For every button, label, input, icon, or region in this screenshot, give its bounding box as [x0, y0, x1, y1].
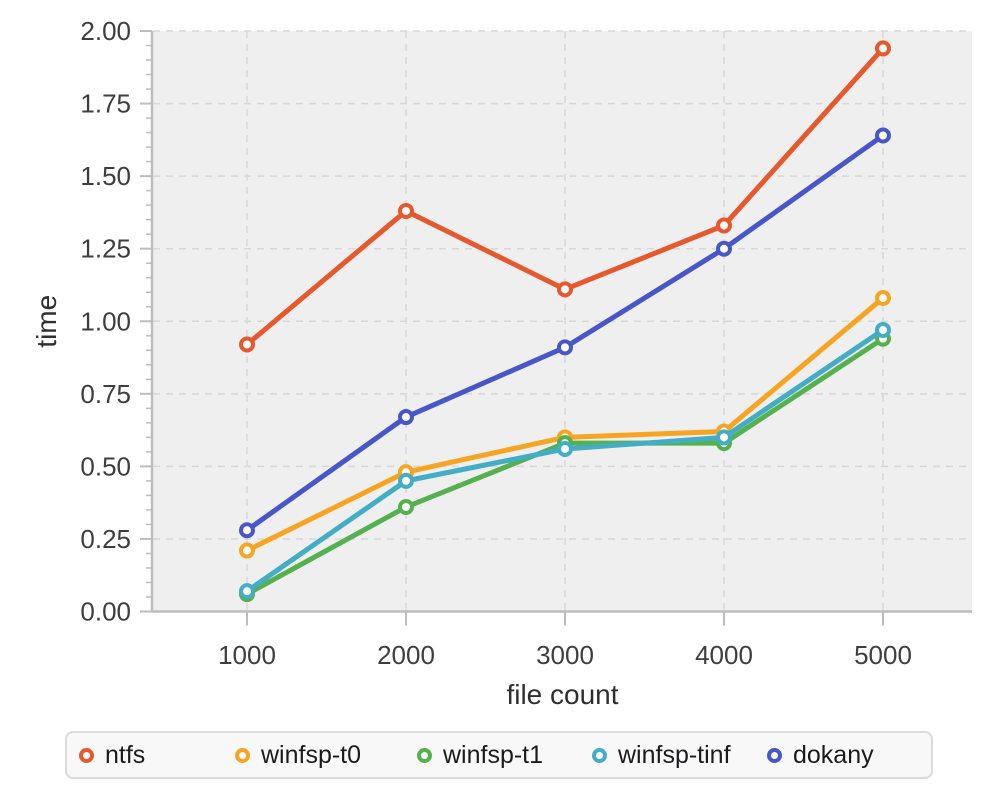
y-tick-label: 2.00 — [80, 16, 131, 46]
legend-item-ntfs: ntfs — [79, 733, 145, 777]
legend-item-winfsp-t0: winfsp-t0 — [235, 733, 361, 777]
data-point-winfsp-tinf — [875, 321, 891, 338]
legend-item-winfsp-tinf: winfsp-tinf — [592, 733, 731, 777]
data-point-dokany — [875, 127, 891, 144]
data-point-dokany — [716, 240, 732, 257]
data-point-dokany — [239, 522, 255, 539]
data-point-dokany — [557, 339, 573, 356]
legend-item-dokany: dokany — [767, 733, 874, 777]
x-tick-label: 2000 — [377, 640, 435, 670]
legend-label-winfsp-t0: winfsp-t0 — [261, 740, 362, 769]
data-point-ntfs — [875, 40, 891, 57]
legend-label-winfsp-t1: winfsp-t1 — [443, 740, 544, 769]
data-point-ntfs — [557, 281, 573, 298]
y-tick-label: 0.00 — [80, 597, 131, 627]
data-point-ntfs — [716, 217, 732, 234]
chart-legend: ntfs winfsp-t0 winfsp-t1 winfsp-tinf dokany — [65, 731, 933, 779]
y-tick-label: 0.75 — [80, 379, 131, 409]
data-point-dokany — [398, 409, 414, 426]
y-tick-label: 1.00 — [80, 306, 131, 336]
legend-item-winfsp-t1: winfsp-t1 — [417, 733, 543, 777]
legend-label-ntfs: ntfs — [105, 740, 146, 769]
y-tick-label: 1.75 — [80, 89, 131, 119]
x-axis-title: file count — [506, 679, 618, 710]
legend-marker-icon-winfsp-t1 — [417, 747, 432, 763]
y-tick-label: 0.25 — [80, 524, 131, 554]
data-point-winfsp-tinf — [716, 429, 732, 446]
chart-svg: 0.00 0.25 0.50 0.75 1.00 1.25 1.50 1.75 2.00 1000… — [31, 16, 972, 710]
x-tick-label: 5000 — [854, 640, 912, 670]
legend-label-winfsp-tinf: winfsp-tinf — [618, 740, 731, 769]
y-axis-title: time — [31, 295, 62, 348]
data-point-winfsp-tinf — [557, 440, 573, 457]
data-point-winfsp-t0 — [875, 290, 891, 307]
y-tick-label: 1.50 — [80, 161, 131, 191]
legend-label-dokany: dokany — [793, 740, 874, 769]
legend-marker-icon-winfsp-t0 — [235, 747, 250, 763]
data-point-ntfs — [398, 202, 414, 219]
legend-marker-icon-dokany — [767, 747, 782, 763]
data-point-winfsp-tinf — [398, 472, 414, 489]
legend-marker-icon-ntfs — [79, 747, 94, 763]
data-point-winfsp-tinf — [239, 583, 255, 600]
y-tick-label: 1.25 — [80, 234, 131, 264]
x-tick-label: 4000 — [695, 640, 753, 670]
y-tick-label: 0.50 — [80, 451, 131, 481]
x-tick-label: 1000 — [218, 640, 276, 670]
legend-marker-icon-winfsp-tinf — [592, 747, 607, 763]
data-point-winfsp-t0 — [239, 542, 255, 559]
data-point-ntfs — [239, 336, 255, 353]
data-point-winfsp-t1 — [398, 499, 414, 516]
x-tick-label: 3000 — [536, 640, 594, 670]
